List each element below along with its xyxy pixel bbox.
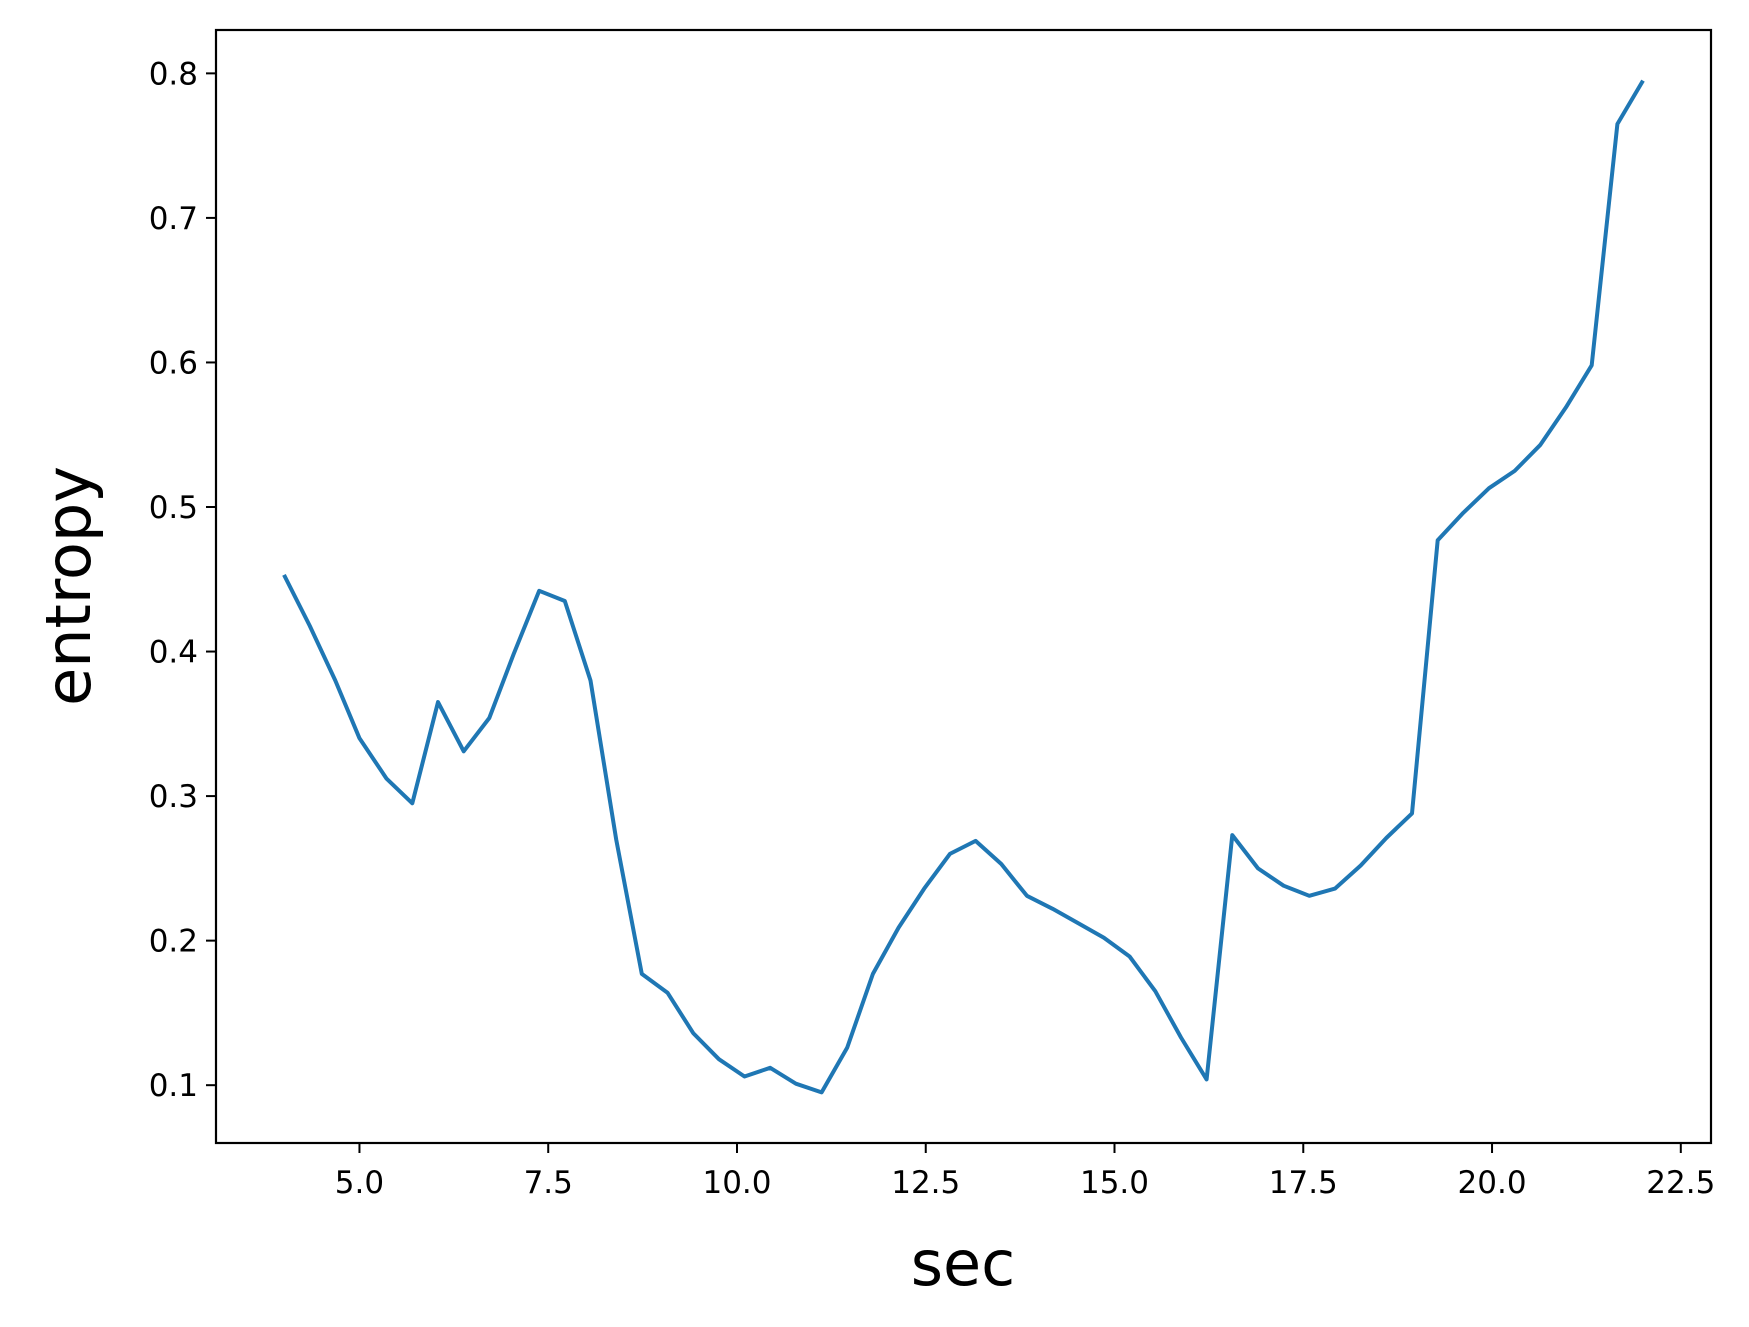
- plot-frame: [214, 28, 1713, 1145]
- y-tick-label: 0.4: [149, 635, 198, 671]
- y-tick-label: 0.3: [149, 779, 198, 815]
- x-axis-ticks: 5.0 7.5 10.0 12.5 15.0 17.5 20.0 22.5: [335, 1143, 1715, 1201]
- y-tick-label: 0.8: [149, 56, 198, 92]
- y-tick-label: 0.5: [149, 490, 198, 526]
- y-tick-label: 0.6: [149, 345, 198, 381]
- x-tick-label: 10.0: [702, 1165, 771, 1201]
- y-axis-title: entropy: [32, 466, 105, 706]
- x-tick-label: 17.5: [1269, 1165, 1338, 1201]
- x-tick-label: 20.0: [1458, 1165, 1527, 1201]
- plot-background: [216, 30, 1711, 1143]
- series-line: [282, 79, 1645, 1095]
- series-line-group: [282, 79, 1645, 1095]
- x-tick-label: 12.5: [891, 1165, 960, 1201]
- x-axis-title: sec: [911, 1227, 1016, 1300]
- x-tick-label: 22.5: [1646, 1165, 1715, 1201]
- x-tick-label: 5.0: [335, 1165, 384, 1201]
- y-tick-label: 0.1: [149, 1068, 198, 1104]
- x-tick-label: 7.5: [524, 1165, 573, 1201]
- y-axis-ticks: 0.1 0.2 0.3 0.4 0.5 0.6 0.7 0.8: [149, 56, 216, 1104]
- y-tick-label: 0.2: [149, 924, 198, 960]
- x-tick-label: 15.0: [1080, 1165, 1149, 1201]
- y-tick-label: 0.7: [149, 201, 198, 237]
